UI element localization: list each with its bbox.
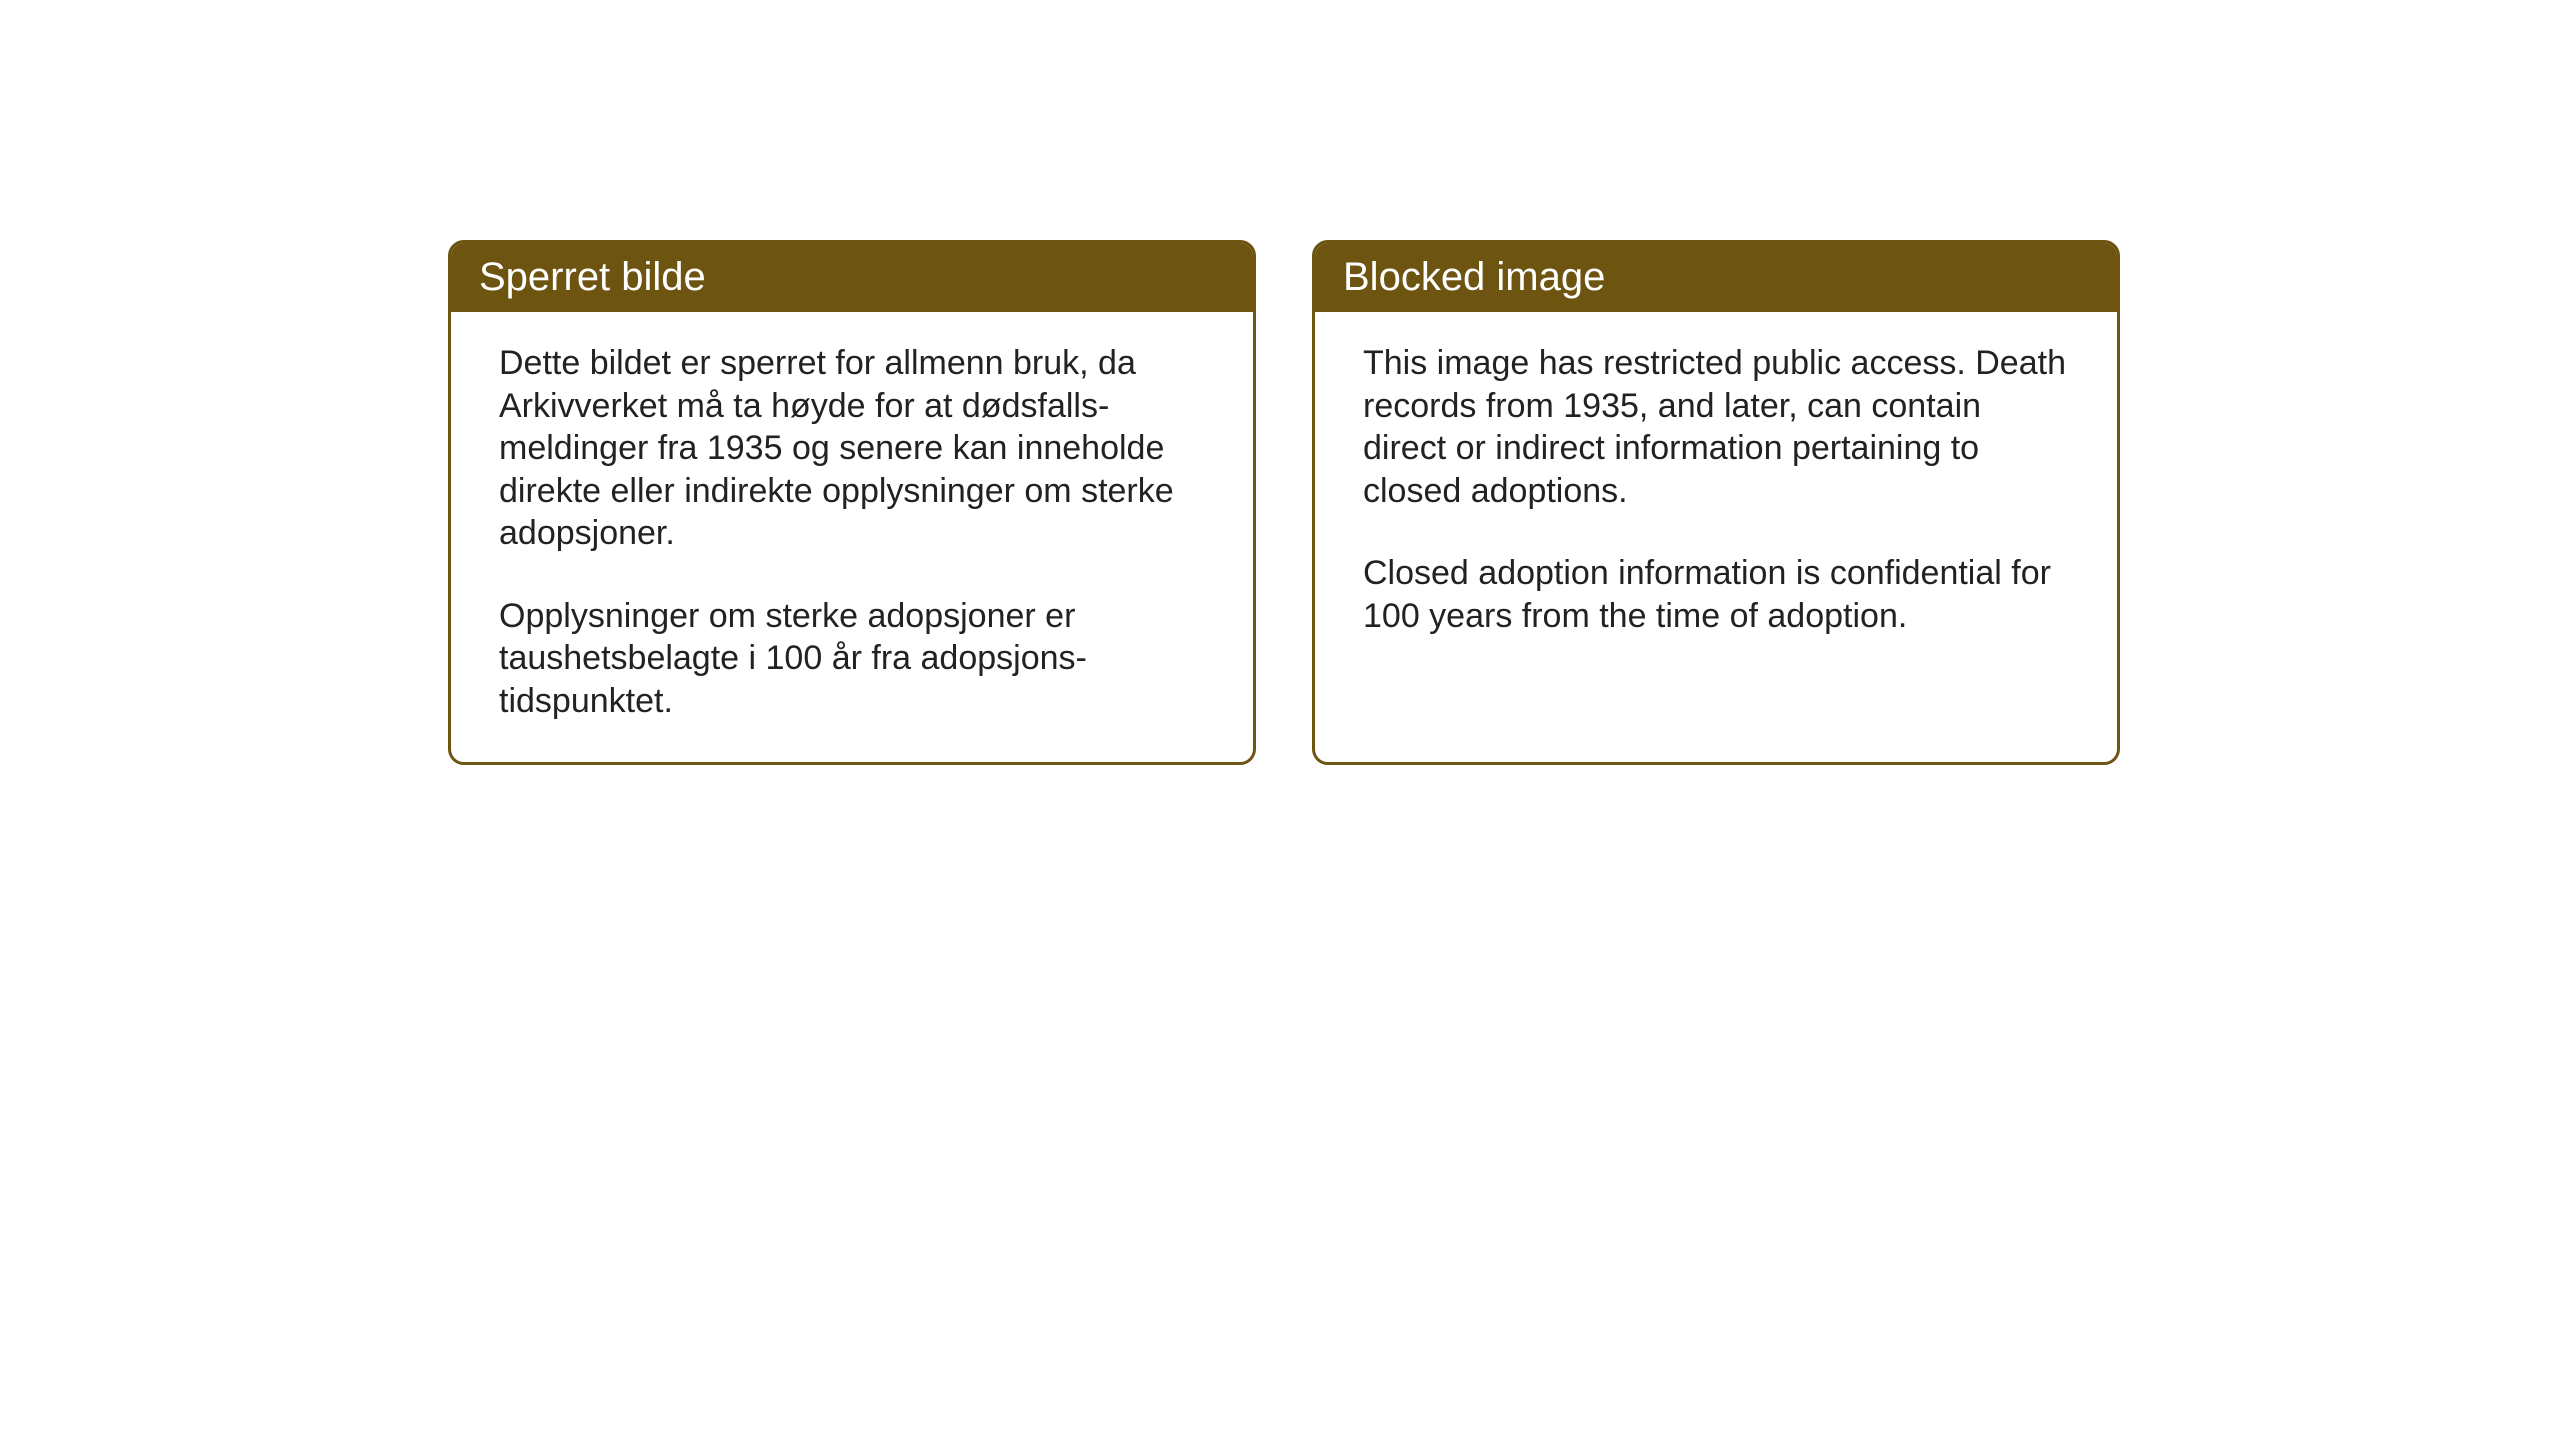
notice-paragraph: This image has restricted public access.… — [1363, 342, 2069, 512]
card-header-title: Sperret bilde — [451, 243, 1253, 312]
notice-card-english: Blocked image This image has restricted … — [1312, 240, 2120, 765]
card-header-title: Blocked image — [1315, 243, 2117, 312]
card-body: This image has restricted public access.… — [1315, 312, 2117, 677]
notice-paragraph: Dette bildet er sperret for allmenn bruk… — [499, 342, 1205, 555]
card-body: Dette bildet er sperret for allmenn bruk… — [451, 312, 1253, 762]
notice-paragraph: Closed adoption information is confident… — [1363, 552, 2069, 637]
notice-container: Sperret bilde Dette bildet er sperret fo… — [0, 0, 2560, 765]
notice-card-norwegian: Sperret bilde Dette bildet er sperret fo… — [448, 240, 1256, 765]
notice-paragraph: Opplysninger om sterke adopsjoner er tau… — [499, 595, 1205, 723]
